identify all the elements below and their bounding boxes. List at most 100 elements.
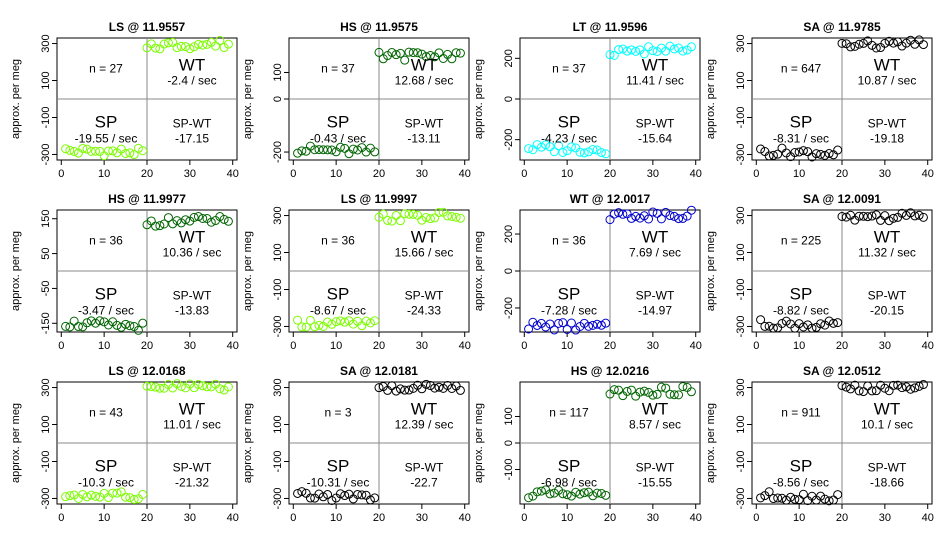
spwt-label: SP-WT: [173, 461, 212, 475]
data-point: [78, 143, 88, 153]
y-tick-label: 100: [272, 243, 284, 261]
x-tick-label: 30: [647, 340, 659, 352]
data-point: [605, 215, 615, 225]
data-point: [639, 49, 649, 59]
n-label: n = 647: [781, 62, 822, 76]
spwt-label: SP-WT: [636, 117, 675, 131]
wt-rate: 11.01 / sec: [163, 418, 221, 432]
x-tick-label: 10: [330, 512, 342, 524]
data-point: [193, 212, 203, 222]
data-point: [854, 386, 864, 396]
wt-label: WT: [179, 400, 205, 419]
panel-5: HS @ 11.9977 -150 -50 50 150 0 10 20 30 40 approx.…: [10, 192, 239, 352]
sp-rate: -6.98 / sec: [541, 476, 597, 490]
data-point: [331, 317, 341, 327]
data-point: [884, 36, 894, 46]
data-point: [760, 321, 770, 331]
data-point: [310, 145, 320, 155]
data-point: [609, 209, 619, 219]
spwt-label: SP-WT: [405, 117, 444, 131]
data-point: [686, 42, 696, 52]
panel-2: HS @ 11.9575 -200 0 100 0 10 20 30 40 approx. per…: [242, 20, 471, 180]
data-point: [310, 322, 320, 332]
y-tick-label: -300: [735, 315, 747, 337]
data-point: [918, 40, 928, 50]
x-tick-label: 20: [141, 340, 153, 352]
y-tick-label: 100: [272, 63, 284, 81]
data-point: [451, 48, 461, 58]
x-tick-label: 0: [58, 168, 64, 180]
spwt-value: -14.97: [638, 304, 672, 318]
data-point: [434, 208, 444, 218]
data-point: [558, 489, 568, 499]
data-point: [391, 386, 401, 396]
data-point: [395, 48, 405, 58]
data-point: [65, 145, 75, 155]
wt-rate: 7.69 / sec: [629, 246, 681, 260]
panel-8: SA @ 12.0091 -300 -100 100 300 0 10 20 30 40 appro…: [705, 192, 934, 352]
data-point: [863, 212, 873, 222]
data-point: [125, 148, 135, 158]
wt-label: WT: [874, 56, 900, 75]
data-point: [455, 385, 465, 395]
spwt-label: SP-WT: [636, 461, 675, 475]
data-point: [833, 490, 843, 500]
y-axis-label: approx. per meg: [10, 59, 22, 139]
data-point: [678, 213, 688, 223]
data-point: [850, 380, 860, 390]
data-point: [112, 320, 122, 330]
data-point: [888, 380, 898, 390]
y-tick-label: -300: [272, 487, 284, 509]
data-point: [674, 390, 684, 400]
y-tick-label: -50: [40, 280, 52, 296]
data-point: [588, 320, 598, 330]
data-point: [421, 52, 431, 62]
data-point: [181, 215, 191, 225]
x-tick-label: 20: [373, 512, 385, 524]
data-point: [99, 151, 109, 161]
data-point: [764, 321, 774, 331]
data-point: [858, 211, 868, 221]
x-tick-label: 30: [879, 340, 891, 352]
data-point: [536, 142, 546, 152]
data-point: [129, 150, 139, 160]
x-tick-label: 20: [141, 512, 153, 524]
data-point: [425, 214, 435, 224]
data-point: [871, 386, 881, 396]
data-point: [344, 149, 354, 159]
spwt-value: -15.64: [638, 132, 672, 146]
data-point: [532, 320, 542, 330]
x-tick-label: 0: [58, 340, 64, 352]
panel-title: SA @ 11.9785: [803, 20, 881, 34]
n-label: n = 3: [324, 406, 351, 420]
data-point: [202, 39, 212, 49]
data-point: [421, 212, 431, 222]
data-point: [95, 316, 105, 326]
data-point: [133, 325, 143, 335]
panel-7: WT @ 12.0017 -200 0 200 0 10 20 30 40 approx. per…: [473, 192, 702, 352]
sp-label: SP: [790, 285, 813, 304]
data-point: [803, 496, 813, 506]
data-point: [138, 318, 148, 328]
x-tick-label: 40: [922, 512, 934, 524]
n-label: n = 27: [89, 62, 123, 76]
y-tick-label: -100: [40, 450, 52, 472]
panel-title: LS @ 11.9557: [109, 20, 186, 34]
x-tick-label: 30: [184, 512, 196, 524]
wt-rate: -2.4 / sec: [167, 74, 216, 88]
panel-9: LS @ 12.0168 -300 -100 100 300 0 10 20 30 40 appro…: [10, 364, 239, 524]
wt-rate: 12.39 / sec: [395, 418, 454, 432]
y-tick-label: -300: [40, 487, 52, 509]
data-point: [357, 321, 367, 331]
x-tick-label: 30: [879, 512, 891, 524]
sp-label: SP: [558, 113, 581, 132]
data-point: [121, 492, 131, 502]
data-point: [370, 493, 380, 503]
data-point: [181, 42, 191, 52]
data-point: [798, 322, 808, 332]
spwt-value: -20.15: [870, 304, 904, 318]
sp-label: SP: [95, 285, 118, 304]
panel-title: HS @ 11.9575: [340, 20, 418, 34]
data-point: [626, 213, 636, 223]
